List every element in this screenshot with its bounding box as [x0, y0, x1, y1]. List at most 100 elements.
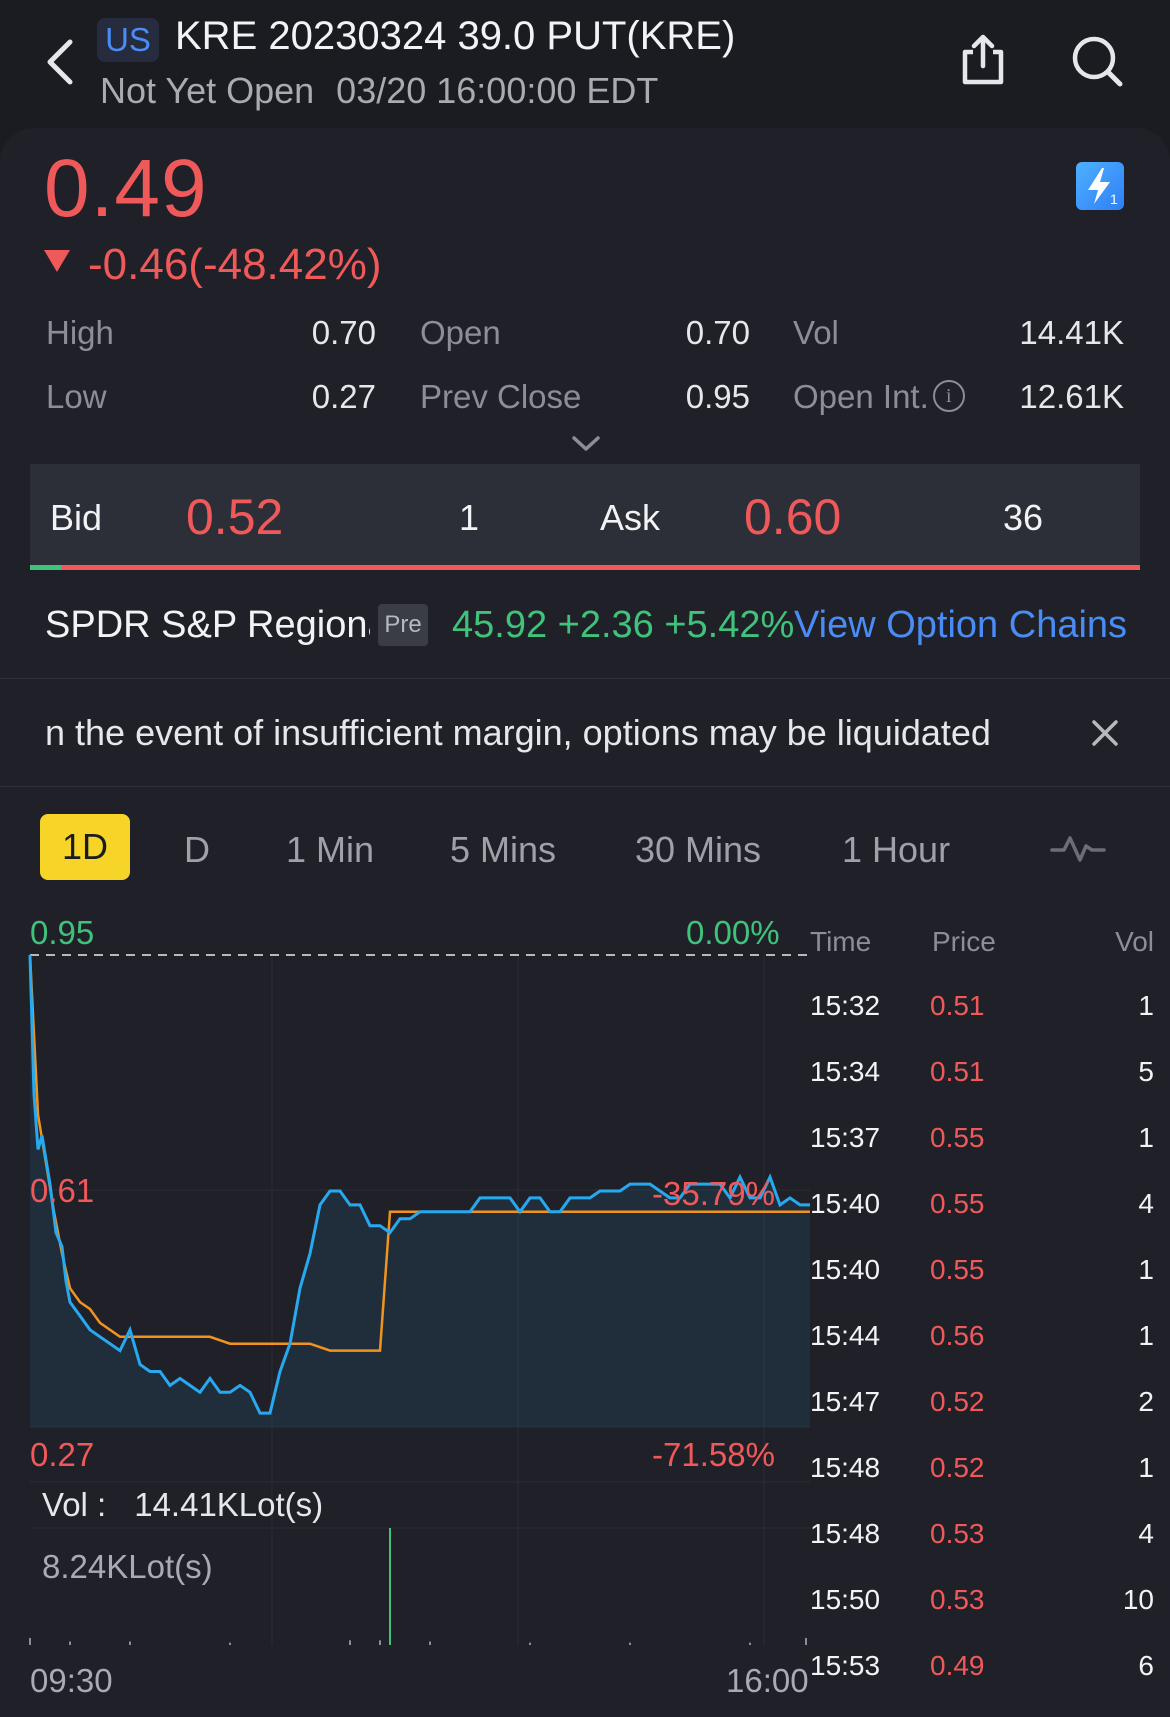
tts-row-price: 0.55 — [930, 1254, 985, 1285]
tts-row-vol: 5 — [1138, 1056, 1154, 1087]
chart-bottom-pct: -71.58% — [652, 1436, 775, 1473]
tts-row-time: 15:44 — [810, 1320, 881, 1351]
tab-30-mins[interactable]: 30 Mins — [635, 829, 762, 870]
tts-row-time: 15:50 — [810, 1584, 881, 1615]
volume-bar — [349, 1640, 351, 1645]
price-change: -0.46(-48.42%) — [44, 240, 381, 290]
ask-size: 36 — [1003, 497, 1044, 538]
chart-top-price: 0.95 — [30, 914, 95, 951]
divider — [0, 786, 1170, 787]
tts-row-vol: 10 — [1122, 1584, 1154, 1615]
stat-open-int-label: Open Int. i — [793, 378, 965, 416]
price-area — [30, 955, 810, 1427]
volume-bars — [29, 1528, 807, 1645]
tts-row-time: 15:48 — [810, 1452, 881, 1483]
expand-icon[interactable] — [570, 434, 602, 454]
stat-open-int-value: 12.61K — [1019, 378, 1124, 415]
tts-row-price: 0.51 — [930, 1056, 985, 1087]
tts-header-time: Time — [810, 926, 872, 957]
underlying-name[interactable]: SPDR S&P Regional Banking ETF — [45, 604, 370, 646]
volume-bar — [29, 1637, 31, 1645]
volume-label: Vol : 14.41KLot(s) — [42, 1486, 323, 1524]
volume-bar — [805, 1637, 807, 1645]
volume-max-label: 8.24KLot(s) — [42, 1548, 213, 1585]
divider — [0, 678, 1170, 679]
tab-5-mins[interactable]: 5 Mins — [450, 829, 557, 870]
tts-header-price: Price — [932, 926, 996, 957]
bid-ask-panel[interactable] — [30, 464, 1140, 565]
price-chart[interactable] — [0, 900, 810, 1660]
tts-row-price: 0.52 — [930, 1452, 985, 1483]
price-change-value: -0.46(-48.42%) — [88, 240, 382, 289]
tts-row-price: 0.55 — [930, 1122, 985, 1153]
view-option-chains-link[interactable]: View Option Chains — [794, 604, 1128, 646]
chart-grid — [30, 955, 810, 1645]
last-price: 0.49 — [44, 143, 208, 234]
tts-row-price: 0.52 — [930, 1386, 985, 1417]
time-end: 16:00 — [726, 1662, 809, 1699]
status-datetime: 03/20 16:00:00 EDT — [336, 70, 659, 111]
average-price-line — [28, 954, 810, 1352]
market-badge: US — [97, 18, 159, 62]
tts-row-vol: 1 — [1138, 1254, 1154, 1285]
tts-row-vol: 1 — [1138, 1452, 1154, 1483]
quote-card — [0, 128, 1170, 1717]
bid-price: 0.52 — [186, 489, 284, 545]
share-icon[interactable] — [955, 32, 1011, 88]
stat-low-value: 0.27 — [311, 378, 376, 415]
market-status: Not Yet Open 03/20 16:00:00 EDT — [100, 70, 658, 112]
volume-bar — [379, 1640, 381, 1645]
tts-row-time: 15:40 — [810, 1188, 881, 1219]
stat-prev-close-value: 0.95 — [685, 378, 750, 415]
volume-bar — [629, 1642, 631, 1645]
stat-low-label: Low — [46, 378, 107, 415]
tts-row-time: 15:48 — [810, 1518, 881, 1549]
tts-row-vol: 4 — [1138, 1518, 1154, 1549]
tab-d[interactable]: D — [184, 829, 210, 870]
back-icon[interactable] — [40, 34, 84, 90]
chart-bottom-price: 0.27 — [30, 1436, 95, 1473]
volume-bar — [69, 1641, 71, 1645]
tab-1d[interactable]: 1D — [40, 814, 130, 880]
volume-bar — [429, 1641, 431, 1645]
tab-1-hour[interactable]: 1 Hour — [842, 829, 951, 870]
volume-bar — [529, 1642, 531, 1645]
search-icon[interactable] — [1070, 34, 1126, 90]
tts-row-price: 0.55 — [930, 1188, 985, 1219]
stat-high-value: 0.70 — [311, 314, 376, 351]
stat-vol-label: Vol — [793, 314, 839, 351]
tts-row-price: 0.49 — [930, 1650, 985, 1681]
ask-price: 0.60 — [744, 489, 842, 545]
volume-bar — [229, 1642, 231, 1645]
volume-label-text: Vol : — [42, 1486, 107, 1523]
tts-row-time: 15:37 — [810, 1122, 881, 1153]
tts-row-price: 0.56 — [930, 1320, 985, 1351]
stat-open-label: Open — [420, 314, 501, 351]
price-line — [28, 954, 810, 1415]
tab-1-min[interactable]: 1 Min — [286, 829, 375, 870]
option-title: KRE 20230324 39.0 PUT(KRE) — [175, 14, 736, 58]
tts-row-price: 0.53 — [930, 1518, 985, 1549]
close-icon[interactable] — [1090, 718, 1120, 748]
chart-top-pct: 0.00% — [686, 914, 780, 951]
header: US KRE 20230324 39.0 PUT(KRE) Not Yet Op… — [0, 0, 1170, 128]
tts-row-price: 0.53 — [930, 1584, 985, 1615]
lightning-icon[interactable]: 1 — [1076, 162, 1124, 210]
stat-prev-close-label: Prev Close — [420, 378, 582, 415]
session-badge: Pre — [378, 604, 428, 646]
tts-row-vol: 2 — [1138, 1386, 1154, 1417]
tts-header-vol: Vol — [1115, 926, 1154, 957]
tts-row-time: 15:32 — [810, 990, 881, 1021]
info-icon[interactable]: i — [932, 380, 965, 413]
tts-row-time: 15:40 — [810, 1254, 881, 1285]
tts-row-vol: 4 — [1138, 1188, 1154, 1219]
tts-row-time: 15:47 — [810, 1386, 881, 1417]
stat-open-int-text: Open Int. — [793, 378, 929, 415]
indicator-icon[interactable] — [1050, 832, 1106, 864]
status-text: Not Yet Open — [100, 70, 315, 111]
tts-row-vol: 1 — [1138, 1122, 1154, 1153]
tts-row-vol: 1 — [1138, 990, 1154, 1021]
svg-text:1: 1 — [1110, 191, 1118, 207]
stat-vol-value: 14.41K — [1019, 314, 1124, 351]
tts-row-time: 15:34 — [810, 1056, 881, 1087]
